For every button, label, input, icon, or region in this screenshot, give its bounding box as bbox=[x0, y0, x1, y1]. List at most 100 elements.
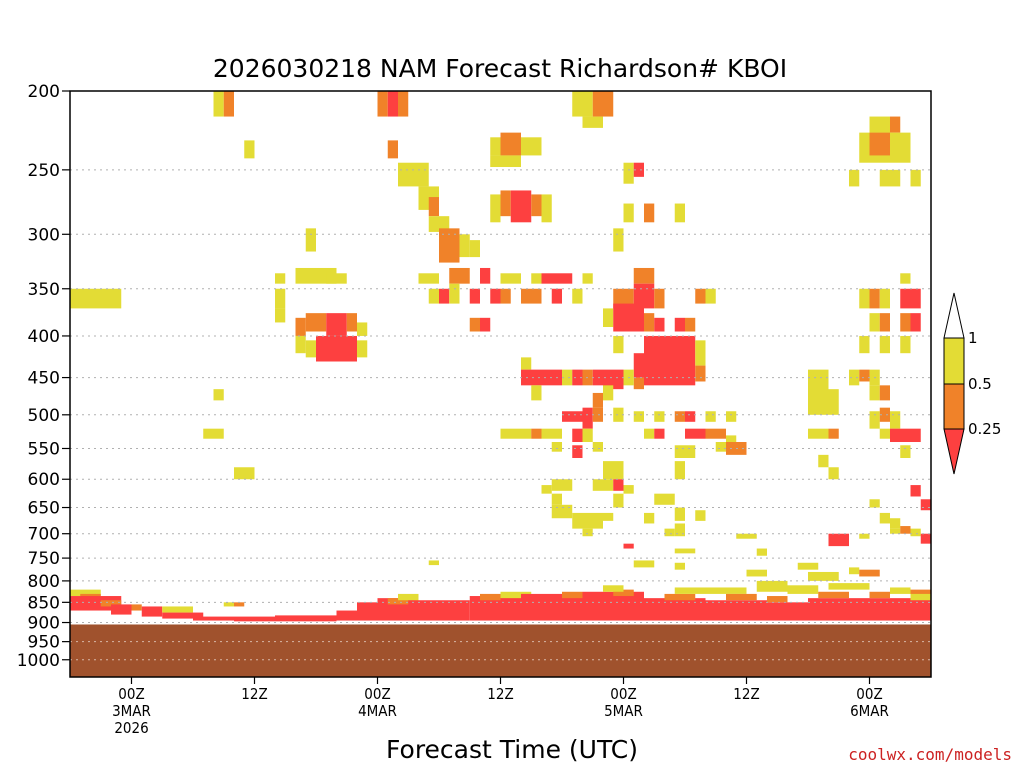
ri-cell bbox=[275, 615, 337, 622]
ri-cell bbox=[674, 317, 685, 332]
ri-cell bbox=[131, 604, 142, 611]
ri-cell bbox=[387, 91, 398, 117]
ri-cell bbox=[500, 132, 521, 156]
ri-cell bbox=[859, 288, 870, 309]
ri-cell bbox=[633, 560, 655, 568]
ri-cell bbox=[869, 591, 890, 599]
ri-cell bbox=[449, 283, 460, 304]
y-tick-label: 700 bbox=[28, 525, 60, 545]
x-tick-label: 00Z bbox=[364, 685, 390, 703]
x-tick-label: 12Z bbox=[733, 685, 759, 703]
ri-cell bbox=[808, 571, 839, 581]
x-tick-label: 6MAR bbox=[850, 702, 889, 720]
y-tick-label: 950 bbox=[28, 633, 60, 653]
ri-cell bbox=[490, 194, 501, 223]
y-tick-label: 250 bbox=[28, 161, 60, 181]
ri-cell bbox=[439, 228, 460, 263]
x-tick-label: 00Z bbox=[856, 685, 882, 703]
ri-cell bbox=[869, 598, 931, 621]
ri-cell bbox=[890, 528, 901, 534]
ri-cell bbox=[603, 585, 624, 592]
ri-cell bbox=[644, 335, 696, 386]
ri-cell bbox=[357, 340, 368, 358]
ri-cell bbox=[531, 194, 542, 217]
ri-cell bbox=[531, 385, 542, 401]
ri-cell bbox=[203, 428, 224, 439]
ri-cell bbox=[736, 533, 757, 539]
ri-cell bbox=[890, 587, 911, 594]
ri-cell bbox=[398, 91, 409, 117]
ri-cell bbox=[828, 428, 839, 439]
ri-cell bbox=[295, 335, 306, 354]
ri-cell bbox=[613, 303, 644, 332]
ri-cell bbox=[572, 288, 583, 304]
ri-cell bbox=[756, 548, 767, 556]
ri-cell bbox=[879, 407, 890, 422]
ri-cell bbox=[705, 428, 726, 439]
ri-cell bbox=[654, 411, 665, 422]
ri-cell bbox=[849, 169, 860, 187]
y-tick-label: 900 bbox=[28, 614, 60, 634]
ri-cell bbox=[674, 411, 685, 422]
ri-cell bbox=[582, 591, 644, 621]
ground-terrain bbox=[70, 624, 931, 677]
ri-cell bbox=[213, 389, 224, 401]
ri-cell bbox=[500, 288, 511, 304]
colorbar-label: 1 bbox=[968, 329, 978, 347]
ri-cell bbox=[469, 288, 480, 304]
ri-cell bbox=[644, 313, 655, 332]
ri-cell bbox=[674, 523, 685, 537]
y-tick-label: 850 bbox=[28, 593, 60, 613]
ri-cell bbox=[531, 428, 542, 439]
ri-cell bbox=[377, 91, 388, 117]
ri-cell bbox=[357, 322, 368, 336]
ri-cell bbox=[234, 616, 275, 622]
ri-cell bbox=[613, 288, 634, 309]
ri-cell bbox=[572, 512, 603, 529]
ri-cell bbox=[879, 313, 890, 332]
ri-cell bbox=[398, 162, 429, 187]
ri-cell bbox=[305, 340, 316, 358]
ri-cell bbox=[100, 600, 122, 607]
ri-cell bbox=[572, 428, 583, 443]
ri-cell bbox=[439, 288, 450, 304]
ri-cell bbox=[541, 485, 552, 494]
ri-cell bbox=[193, 616, 234, 621]
x-axis-label: Forecast Time (UTC) bbox=[386, 735, 638, 764]
ri-cell bbox=[387, 598, 409, 605]
ri-cell bbox=[213, 91, 224, 117]
ri-cell bbox=[500, 591, 532, 599]
ri-cell bbox=[808, 428, 829, 439]
ri-cell bbox=[623, 485, 634, 494]
ri-cell bbox=[674, 445, 696, 458]
ri-cell bbox=[623, 162, 634, 184]
ri-cell bbox=[223, 602, 234, 607]
ri-cell bbox=[890, 411, 901, 429]
y-tick-label: 800 bbox=[28, 572, 60, 592]
ri-cell bbox=[521, 593, 583, 621]
ri-cell bbox=[346, 313, 357, 332]
ri-cell bbox=[910, 528, 921, 537]
ri-cell bbox=[603, 385, 614, 401]
ri-cell bbox=[562, 591, 583, 599]
ri-cell bbox=[480, 593, 501, 601]
ri-cell bbox=[582, 273, 593, 284]
ri-cell bbox=[890, 116, 901, 133]
ri-cell bbox=[869, 116, 890, 133]
ri-cell bbox=[879, 335, 890, 354]
x-tick-label: 2026 bbox=[114, 719, 148, 737]
ri-cell bbox=[900, 313, 911, 332]
ri-cell bbox=[808, 369, 829, 415]
y-tick-label: 450 bbox=[28, 369, 60, 389]
ri-cell bbox=[490, 137, 501, 156]
x-tick-label: 4MAR bbox=[358, 702, 397, 720]
ri-cell bbox=[305, 313, 327, 332]
ri-cell bbox=[623, 543, 634, 549]
ri-cell bbox=[695, 340, 706, 366]
ri-cell bbox=[572, 91, 593, 117]
ri-cell bbox=[674, 461, 685, 480]
ri-cell bbox=[613, 228, 624, 252]
ri-cell bbox=[633, 267, 655, 284]
ri-cell bbox=[603, 369, 624, 390]
ri-cell bbox=[428, 216, 450, 232]
